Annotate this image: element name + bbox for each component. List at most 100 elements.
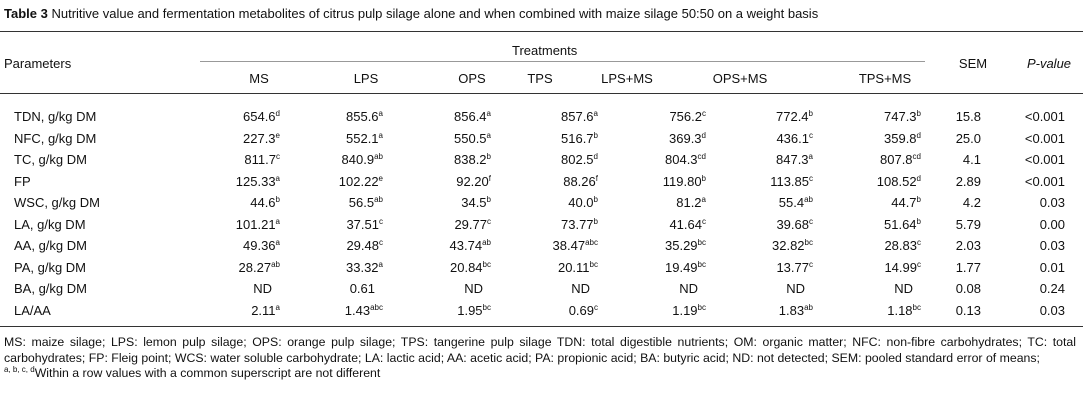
cell: 1.18bc (887, 303, 921, 318)
cell: 20.84bc (450, 260, 491, 275)
cell-sup: a (275, 302, 280, 312)
cell: 1.77 (956, 260, 989, 275)
cell-value: 857.6 (561, 109, 594, 124)
cell-sup: b (916, 195, 921, 204)
bottom-rule (0, 326, 1083, 327)
cell-value: 102.22 (338, 173, 379, 189)
cell-sup: d (916, 130, 921, 140)
cell: 2.11a (251, 303, 280, 318)
cell: 39.68c (776, 217, 813, 232)
column-header: SEM (958, 56, 988, 71)
parameter: BA, g/kg DM (14, 281, 87, 296)
cell-value: 772.4 (776, 109, 809, 124)
cell: 119.80b (663, 174, 706, 189)
cell: 2.03 (956, 238, 989, 253)
cell: 92.20f (456, 174, 491, 189)
cell-value: 369.3 (669, 130, 702, 146)
cell-sup: b (486, 152, 491, 161)
cell-sup: d (593, 152, 598, 161)
cell-sup: abc (585, 238, 598, 247)
cell: ND (786, 281, 813, 296)
cell: 102.22e (339, 174, 383, 189)
cell: 88.26f (563, 174, 598, 189)
cell-value: 113.85 (770, 173, 809, 189)
cell-value: 73.77 (561, 216, 594, 232)
cell-sup: c (809, 259, 813, 269)
cell-sup: d (275, 109, 280, 118)
cell: <0.001 (1025, 174, 1073, 189)
cell-value: 838.2 (454, 152, 487, 167)
cell-value: 856.4 (454, 109, 487, 124)
cell-value: <0.001 (1024, 173, 1065, 189)
cell-value: 847.3 (776, 152, 809, 167)
cell: 108.52d (877, 174, 921, 189)
cell-value: 39.68 (776, 216, 809, 232)
cell: 804.3cd (665, 152, 706, 167)
cell: 847.3a (776, 152, 813, 167)
cell-value: 807.8 (880, 152, 913, 167)
cell-sup: c (702, 109, 706, 118)
cell-sup: b (593, 195, 598, 204)
cell-value: 43.74 (449, 238, 483, 253)
cell-sup: a (486, 109, 491, 118)
cell: 55.4ab (779, 195, 813, 210)
cell-value: 56.5 (348, 195, 375, 210)
cell-value: 92.20 (456, 173, 489, 189)
cell-value: 51.64 (884, 216, 917, 232)
cell-value: ND (894, 281, 913, 296)
cell: 73.77b (561, 217, 598, 232)
cell: 4.1 (963, 152, 989, 167)
parameter: NFC, g/kg DM (14, 130, 97, 146)
cell: 772.4b (776, 109, 813, 124)
cell-sup: ab (804, 302, 813, 312)
column-header: TPS (527, 71, 553, 86)
cell-value: 88.26 (563, 173, 596, 189)
cell: 37.51c (346, 217, 383, 232)
cell-value: 44.7 (891, 195, 917, 210)
cell: 41.64c (669, 217, 706, 232)
cell: 44.7b (891, 195, 921, 210)
cell-value: 40.0 (568, 195, 594, 210)
cell: 34.5b (461, 195, 491, 210)
cell-sup: ab (271, 259, 280, 269)
cell-value: 1.18 (887, 302, 913, 318)
cell-value: 119.80 (662, 173, 702, 189)
cell: 14.99c (884, 260, 921, 275)
footnote: MS: maize silage; LPS: lemon pulp silage… (4, 335, 1076, 382)
header-rule (0, 93, 1083, 94)
cell: 840.9ab (342, 152, 383, 167)
cell-sup: a (486, 130, 491, 140)
cell: 359.8d (884, 131, 921, 146)
cell-value: 14.99 (884, 259, 917, 275)
cell-sup: b (701, 173, 706, 183)
cell-value: 25.0 (955, 130, 981, 146)
cell-value: <0.001 (1024, 130, 1065, 146)
parameter: TDN, g/kg DM (14, 109, 97, 124)
cell-sup: bc (697, 302, 706, 312)
cell: 1.43abc (345, 303, 383, 318)
cell-value: 0.13 (955, 302, 981, 318)
cell-sup: e (378, 173, 383, 183)
cell: 29.48c (346, 238, 383, 253)
cell-value: 756.2 (669, 109, 702, 124)
cell: 125.33a (236, 174, 280, 189)
cell-value: 0.24 (1039, 281, 1065, 296)
cell: <0.001 (1025, 109, 1073, 124)
group-rule (200, 61, 925, 62)
cell-sup: c (379, 216, 383, 226)
cell: 756.2c (669, 109, 706, 124)
cell-value: 0.01 (1039, 259, 1065, 275)
parameter: TC, g/kg DM (14, 152, 87, 167)
cell-value: 811.7 (244, 152, 276, 167)
cell-value: 28.27 (238, 259, 272, 275)
cell: 56.5ab (349, 195, 383, 210)
cell: 49.36a (243, 238, 280, 253)
cell-value: 0.03 (1039, 195, 1065, 210)
column-header: TPS+MS (858, 71, 912, 86)
cell-value: 5.79 (955, 216, 981, 232)
column-header: P-value (1026, 56, 1072, 71)
cell-sup: b (593, 130, 598, 140)
cell-sup: c (917, 238, 921, 247)
cell-value: 81.2 (676, 195, 702, 210)
cell-value: 37.51 (346, 216, 379, 232)
